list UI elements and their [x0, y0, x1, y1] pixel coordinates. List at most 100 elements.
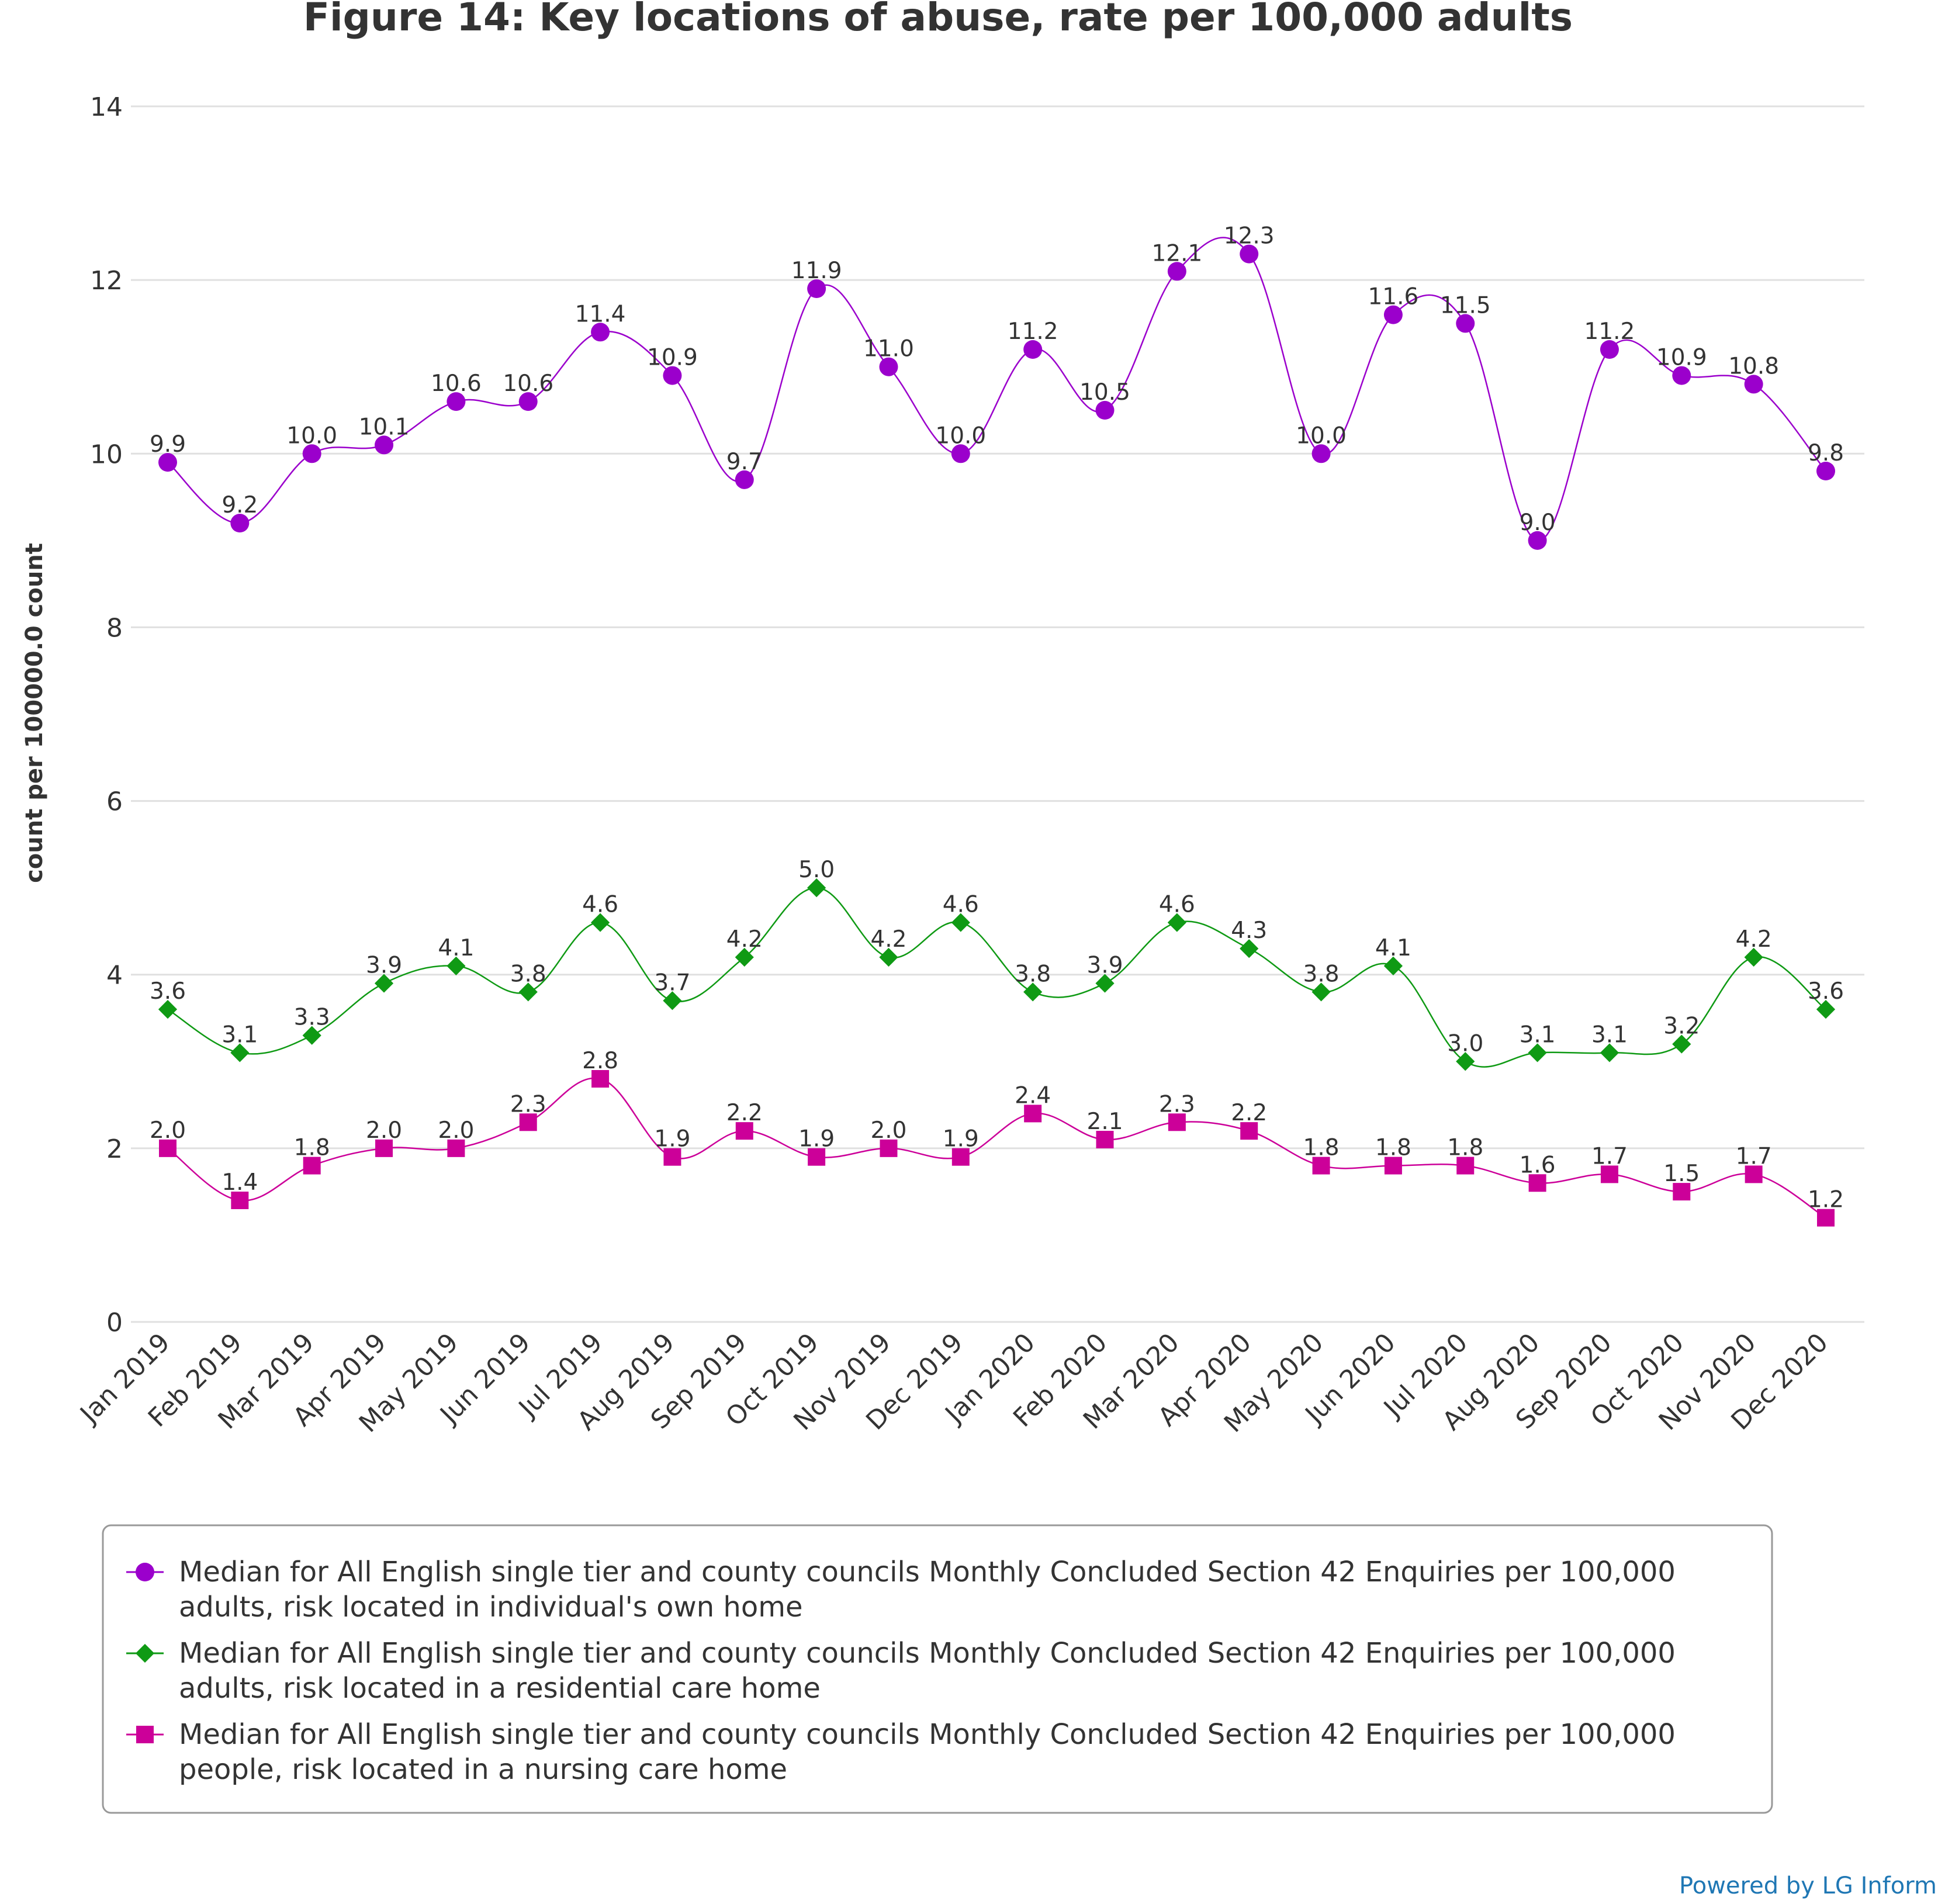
legend: Median for All English single tier and c…: [102, 1524, 1773, 1814]
data-label: 10.1: [359, 414, 410, 440]
data-point-square: [1096, 1131, 1114, 1148]
data-point-circle: [879, 357, 898, 376]
data-point-diamond: [735, 947, 754, 967]
data-label: 2.3: [1159, 1091, 1195, 1117]
data-point-square: [591, 1070, 610, 1088]
data-label: 1.8: [1375, 1135, 1411, 1161]
data-label: 11.2: [1584, 319, 1635, 345]
data-label: 4.6: [582, 892, 618, 918]
data-label: 1.8: [1303, 1135, 1340, 1161]
data-point-diamond: [663, 991, 682, 1010]
legend-item-3: Median for All English single tier and c…: [126, 1718, 1676, 1786]
data-label: 4.3: [1231, 918, 1267, 944]
data-label: 10.6: [431, 371, 482, 397]
data-point-circle: [1816, 462, 1835, 480]
y-tick-label: 4: [106, 961, 123, 991]
data-point-circle: [1383, 305, 1403, 324]
data-label: 3.6: [1808, 978, 1844, 1005]
data-point-diamond: [374, 974, 394, 993]
y-axis-label: count per 100000.0 count: [21, 543, 48, 883]
data-label: 2.0: [438, 1117, 474, 1144]
data-point-circle: [158, 453, 177, 472]
y-axis-ticks: 0 2 4 6 8 10 12 14: [90, 92, 123, 1338]
powered-by-credit[interactable]: Powered by LG Inform: [1679, 1872, 1937, 1899]
data-label: 11.2: [1008, 319, 1058, 345]
data-point-circle: [1023, 340, 1043, 359]
data-label: 1.7: [1736, 1143, 1772, 1169]
data-label: 9.9: [150, 431, 186, 458]
data-point-circle: [1600, 340, 1619, 359]
series-line: [167, 237, 1826, 542]
data-point-circle: [951, 444, 970, 463]
data-point-square: [1312, 1157, 1330, 1175]
data-label: 2.3: [510, 1091, 546, 1117]
data-label: 3.8: [510, 961, 546, 987]
data-point-square: [1240, 1122, 1258, 1140]
data-label: 4.2: [726, 926, 763, 953]
data-point-diamond: [158, 1000, 178, 1019]
data-point-diamond: [518, 982, 538, 1002]
data-point-diamond: [1600, 1043, 1619, 1062]
data-label: 10.6: [503, 371, 553, 397]
data-point-diamond: [879, 947, 898, 967]
data-point-circle: [1456, 314, 1475, 333]
data-label: 10.9: [1656, 345, 1707, 371]
legend-label: Median for All English single tier and c…: [179, 1718, 1676, 1751]
y-tick-label: 14: [90, 92, 123, 122]
series-1: [158, 237, 1835, 550]
data-point-square: [1456, 1157, 1475, 1175]
data-point-square: [951, 1148, 970, 1166]
data-label: 12.1: [1151, 240, 1202, 266]
data-label: 10.0: [1296, 423, 1347, 449]
data-point-diamond: [590, 913, 610, 932]
data-label: 3.8: [1015, 961, 1051, 987]
data-label: 3.0: [1447, 1030, 1483, 1057]
data-point-circle: [518, 392, 538, 411]
data-label: 5.0: [798, 857, 835, 883]
data-label: 3.6: [150, 978, 186, 1005]
series-layer: [158, 237, 1836, 1227]
data-label: 11.5: [1440, 292, 1491, 319]
data-label: 1.5: [1663, 1161, 1700, 1187]
data-point-square: [1817, 1209, 1835, 1227]
data-label: 4.6: [943, 892, 979, 918]
data-point-circle: [1095, 401, 1115, 420]
data-label: 2.0: [150, 1117, 186, 1144]
data-label: 2.2: [726, 1100, 763, 1126]
data-point-square: [447, 1139, 465, 1157]
legend-item-2: Median for All English single tier and c…: [126, 1637, 1676, 1705]
data-label: 9.0: [1520, 510, 1556, 536]
chart-title: Figure 14: Key locations of abuse, rate …: [303, 0, 1573, 40]
data-point-circle: [807, 279, 826, 298]
data-label: 11.4: [575, 301, 626, 327]
data-label: 3.8: [1303, 961, 1340, 987]
data-point-circle: [447, 392, 466, 411]
data-label: 3.1: [1520, 1022, 1556, 1048]
data-point-square: [159, 1139, 177, 1157]
data-point-diamond: [1456, 1052, 1475, 1071]
data-point-circle: [136, 1563, 154, 1581]
data-point-circle: [1311, 444, 1331, 463]
data-point-circle: [302, 444, 321, 463]
data-point-diamond: [1311, 982, 1331, 1002]
data-label: 9.8: [1808, 440, 1844, 466]
data-labels: 9.9 9.2 10.0 10.1 10.6 10.6 11.4 10.9 9.7 11.9 11.…: [150, 223, 1844, 1213]
data-label: 1.9: [654, 1126, 690, 1152]
data-point-square: [303, 1157, 321, 1175]
data-point-square: [1745, 1165, 1763, 1183]
series-2: [158, 878, 1836, 1071]
data-point-square: [231, 1192, 249, 1209]
data-label: 2.4: [1015, 1082, 1051, 1109]
data-label: 12.3: [1224, 223, 1275, 250]
data-label: 2.8: [582, 1048, 618, 1074]
data-label: 2.0: [870, 1117, 906, 1144]
data-label: 2.0: [366, 1117, 402, 1144]
data-label: 4.1: [438, 935, 474, 961]
legend-label: adults, risk located in individual's own…: [179, 1591, 803, 1623]
data-point-circle: [375, 435, 394, 455]
data-point-circle: [1240, 244, 1259, 264]
data-point-circle: [230, 514, 250, 533]
data-label: 11.6: [1368, 284, 1418, 310]
data-label: 3.2: [1663, 1013, 1700, 1040]
